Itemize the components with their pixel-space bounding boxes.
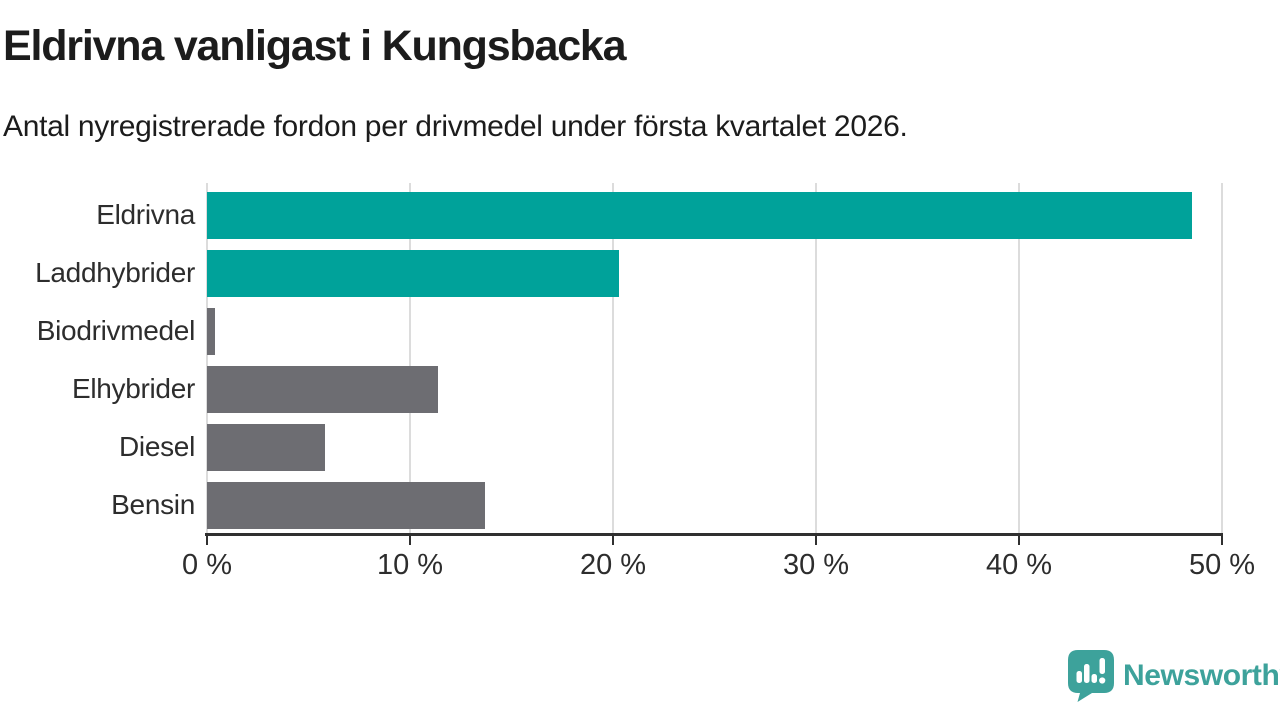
gridline-20 — [612, 183, 614, 534]
axis-tick — [814, 536, 818, 545]
bar-row — [207, 186, 1222, 244]
gridline-50 — [1221, 183, 1223, 534]
bars-container — [207, 186, 1222, 534]
gridline-0 — [206, 183, 208, 534]
category-label: Elhybrider — [71, 373, 195, 404]
category-label: Biodrivmedel — [36, 315, 196, 346]
bar-elhybrider — [207, 365, 439, 413]
category-label: Eldrivna — [96, 199, 195, 230]
bar-row — [207, 244, 1222, 302]
axis-tick-label: 30 % — [782, 549, 850, 581]
axis-tick-label: 10 % — [376, 549, 444, 581]
category-label: Bensin — [111, 489, 195, 520]
axis-tick-label: 20 % — [579, 549, 647, 581]
brand-logo: Newsworthy — [1068, 650, 1280, 702]
bar-bensin — [207, 481, 486, 529]
brand-name: Newsworthy — [1123, 659, 1280, 692]
axis-tick-label: 40 % — [985, 549, 1053, 581]
category-axis: Eldrivna Laddhybrider Biodrivmedel Elhybrid… — [0, 186, 195, 534]
axis-tick — [1220, 536, 1224, 545]
category-label: Laddhybrider — [35, 257, 195, 288]
bar-row — [207, 302, 1222, 360]
gridline-30 — [815, 183, 817, 534]
bar-biodrivmedel — [207, 307, 216, 355]
axis-tick — [611, 536, 615, 545]
x-axis-ticks: 0 % 10 % 20 % 30 % 40 % 50 % — [182, 536, 1255, 586]
chart-title: Eldrivna vanligast i Kungsbacka — [3, 22, 627, 70]
plot-area — [206, 183, 1223, 534]
bar-row — [207, 360, 1222, 418]
gridline-10 — [409, 183, 411, 534]
axis-tick — [408, 536, 412, 545]
newsworthy-logo-icon — [1068, 650, 1114, 702]
chart-subtitle: Antal nyregistrerade fordon per drivmede… — [3, 110, 908, 143]
bar-laddhybrider — [207, 249, 620, 297]
category-label: Diesel — [118, 431, 195, 462]
gridline-40 — [1018, 183, 1020, 534]
axis-tick-label: 0 % — [182, 549, 232, 581]
x-axis-line — [205, 533, 1223, 536]
bar-eldrivna — [207, 191, 1192, 239]
axis-tick — [205, 536, 209, 545]
bar-row — [207, 476, 1222, 534]
bar-row — [207, 418, 1222, 476]
bar-diesel — [207, 423, 325, 471]
axis-tick — [1017, 536, 1021, 545]
axis-tick-label: 50 % — [1188, 549, 1256, 581]
